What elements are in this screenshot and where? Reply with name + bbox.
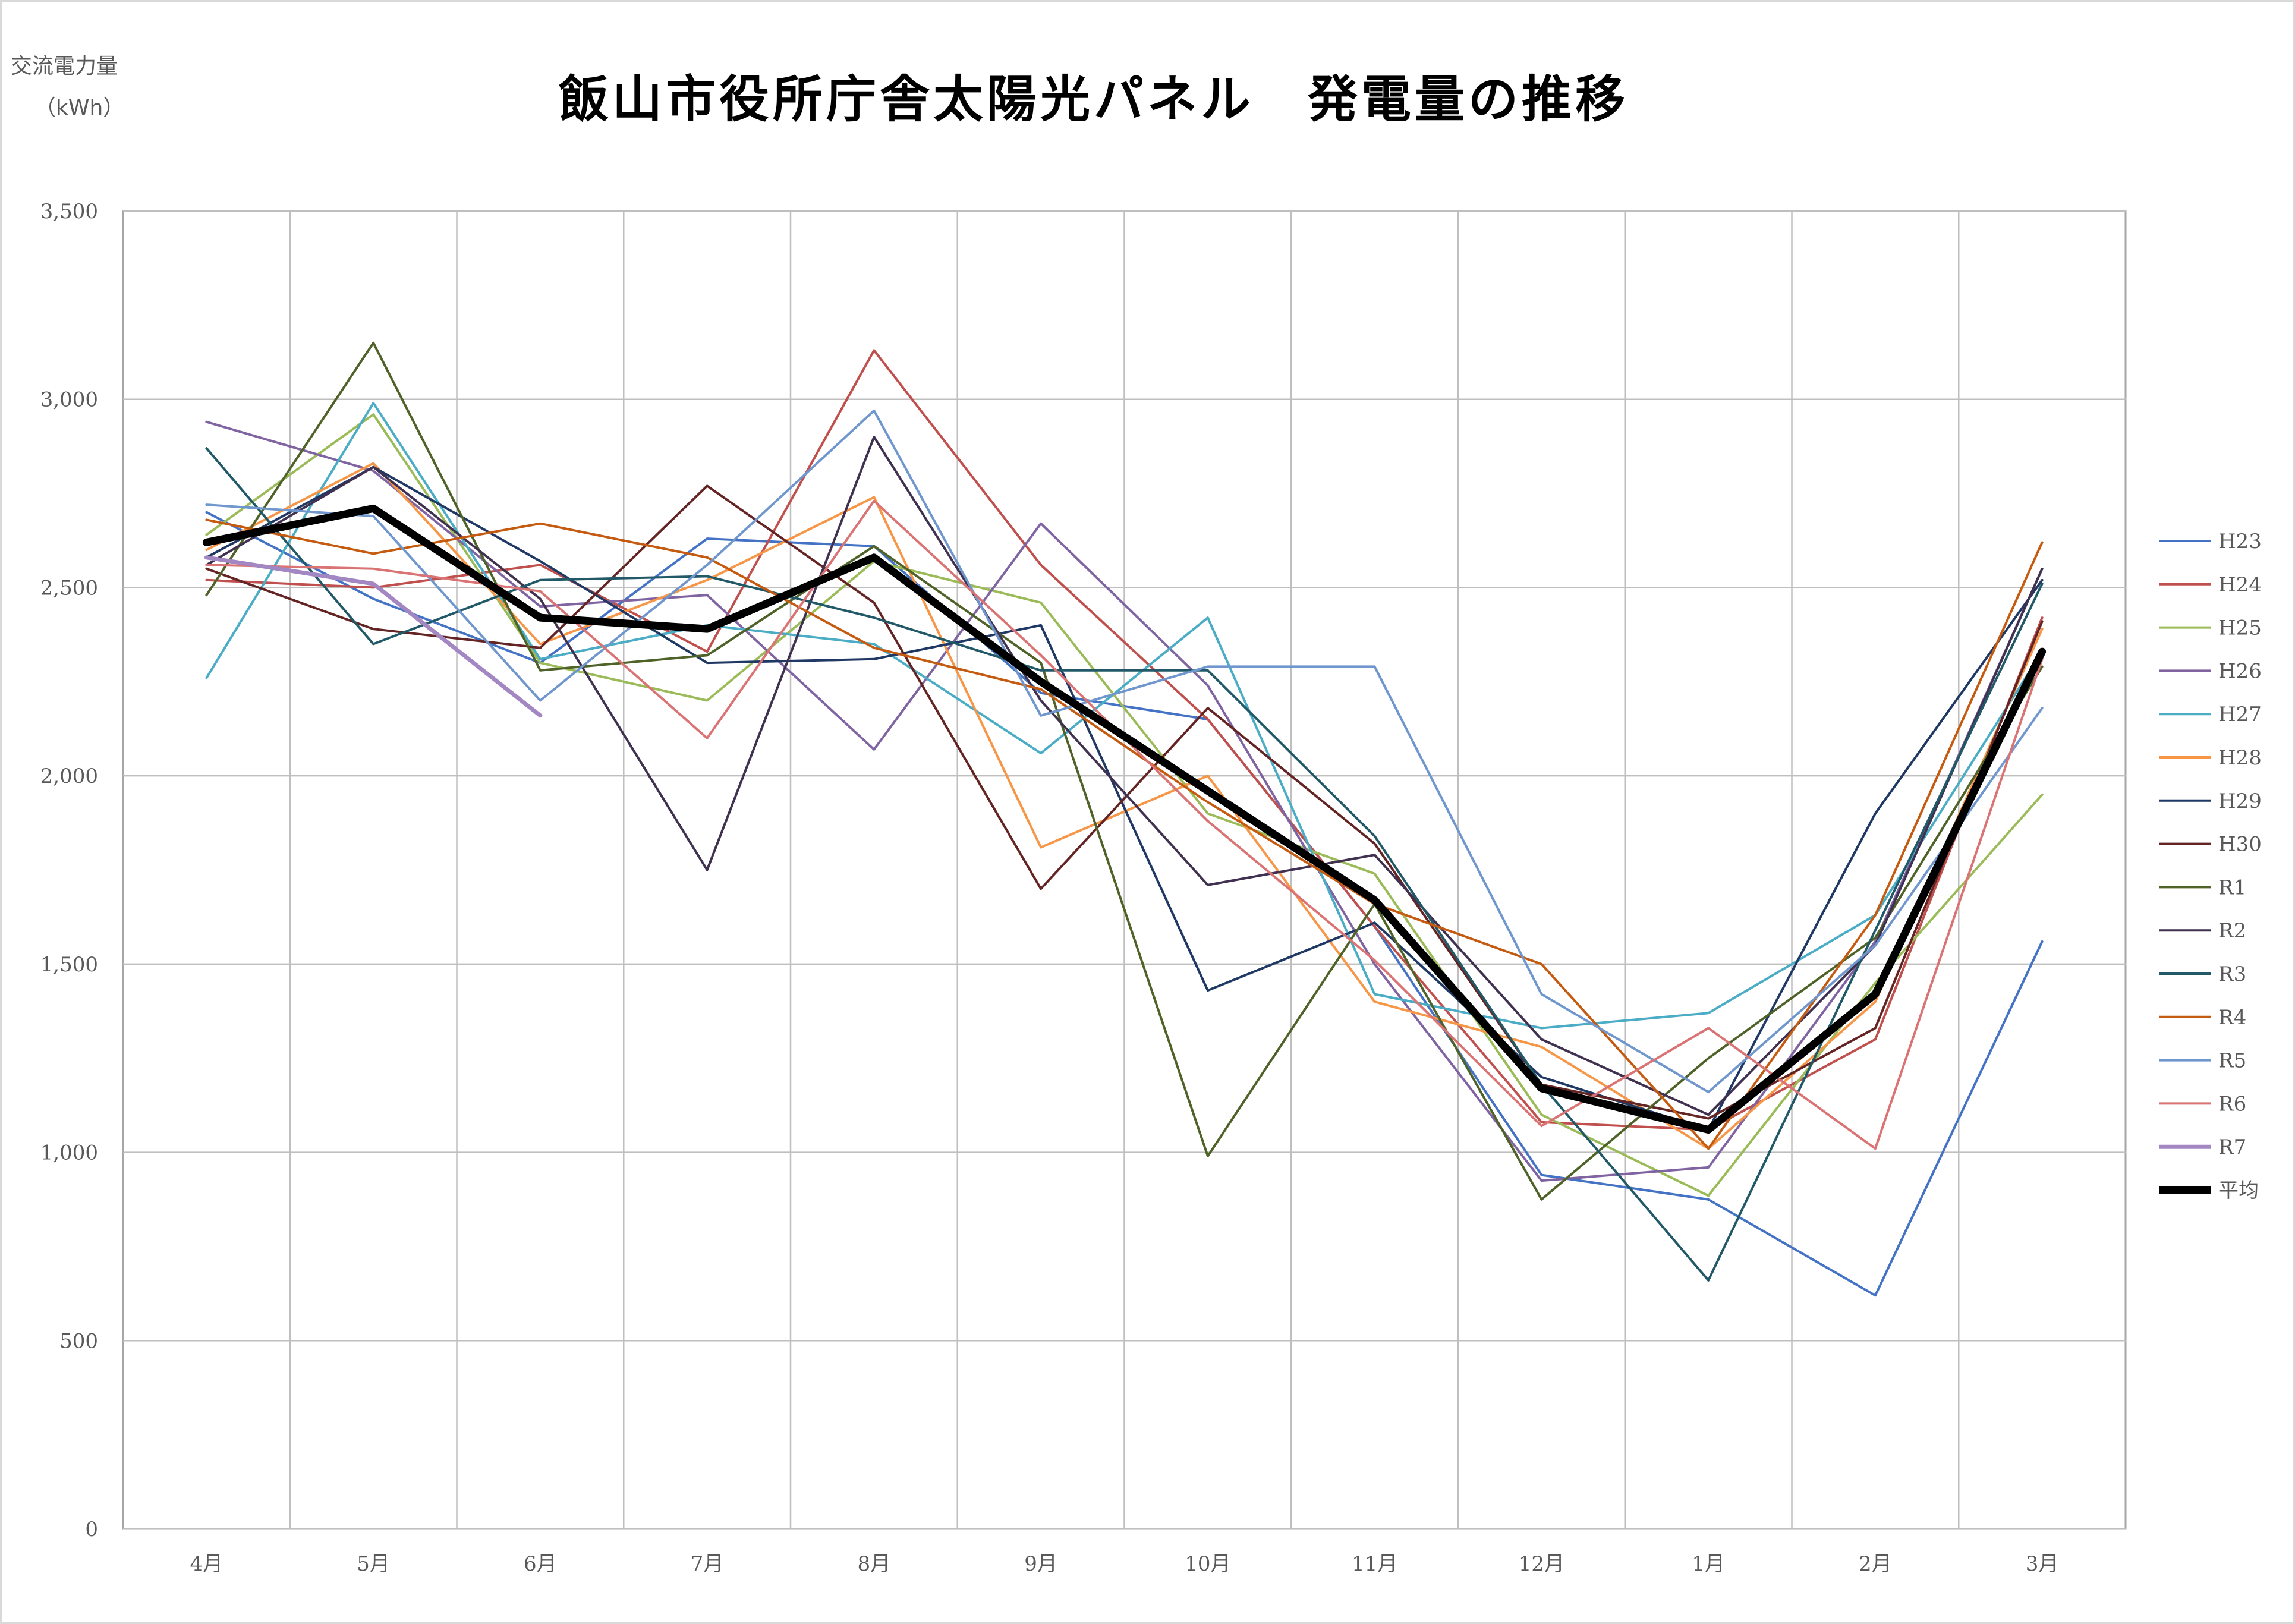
x-tick-label: 6月 — [524, 1552, 557, 1576]
x-tick-labels: 4月 5月 6月 7月 8月 9月 10月 11月 12月 1月 2月 3月 — [190, 1552, 2059, 1576]
series-line-H29 — [205, 465, 2044, 1131]
y-tick-label: 2,500 — [40, 576, 98, 600]
grid-lines — [122, 210, 2127, 1530]
chart-title: 飯山市役所庁舎太陽光パネル 発電量の推移 — [558, 70, 1629, 128]
y-axis-unit: （kWh） — [34, 96, 125, 120]
y-axis-label: 交流電力量 — [11, 54, 118, 78]
series-lines — [202, 341, 2047, 1297]
legend-label: R5 — [2218, 1049, 2246, 1073]
legend-label: R1 — [2218, 876, 2246, 899]
y-tick-label: 0 — [85, 1518, 98, 1541]
y-tick-label: 3,500 — [40, 200, 98, 224]
legend-label: R2 — [2218, 919, 2246, 943]
y-tick-label: 1,000 — [40, 1141, 98, 1165]
series-line-R7 — [204, 555, 543, 718]
series-line-H25 — [205, 413, 2044, 1197]
series-line-R3 — [205, 447, 2044, 1282]
legend-label: H29 — [2218, 789, 2262, 813]
x-tick-label: 4月 — [190, 1552, 223, 1576]
legend-label: H26 — [2218, 659, 2262, 683]
x-tick-label: 7月 — [691, 1552, 724, 1576]
legend-label: H27 — [2218, 703, 2262, 726]
y-tick-label: 1,500 — [40, 953, 98, 977]
y-tick-label: 3,000 — [40, 388, 98, 412]
series-line-平均 — [202, 504, 2047, 1134]
series-line-R1 — [205, 341, 2044, 1201]
x-tick-label: 11月 — [1352, 1552, 1397, 1576]
x-tick-label: 1月 — [1692, 1552, 1725, 1576]
legend-label: H23 — [2218, 530, 2262, 553]
legend-label: 平均 — [2218, 1179, 2259, 1203]
series-line-R2 — [205, 436, 2044, 1116]
x-tick-label: 9月 — [1024, 1552, 1057, 1576]
x-tick-label: 3月 — [2026, 1552, 2059, 1576]
legend-label: R3 — [2218, 962, 2246, 986]
y-tick-label: 500 — [59, 1329, 98, 1353]
y-tick-labels: 0 500 1,000 1,500 2,000 2,500 3,000 3,500 — [40, 200, 98, 1541]
legend-label: R6 — [2218, 1092, 2246, 1116]
legend-label: H28 — [2218, 746, 2262, 770]
legend-label: H30 — [2218, 833, 2262, 857]
x-tick-label: 10月 — [1185, 1552, 1230, 1576]
x-tick-label: 2月 — [1859, 1552, 1892, 1576]
legend-label: H25 — [2218, 616, 2262, 640]
x-tick-label: 8月 — [858, 1552, 891, 1576]
legend-label: H24 — [2218, 573, 2262, 597]
legend-label: R4 — [2218, 1006, 2246, 1030]
x-tick-label: 5月 — [357, 1552, 390, 1576]
series-line-H24 — [205, 349, 2044, 1131]
legend: H23 H24 H25 H26 H27 H28 H29 H30 R1 R2 R3 R4 R5 R6 R7 平均 — [2159, 530, 2262, 1203]
x-tick-label: 12月 — [1519, 1552, 1564, 1576]
legend-label: R7 — [2218, 1135, 2246, 1159]
y-tick-label: 2,000 — [40, 764, 98, 788]
series-line-R5 — [205, 409, 2044, 1094]
series-line-H26 — [205, 420, 2044, 1182]
